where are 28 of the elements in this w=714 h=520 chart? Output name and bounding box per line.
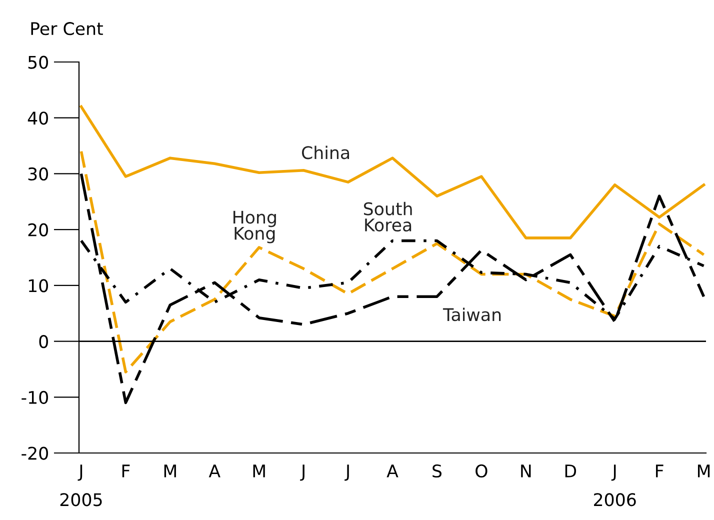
y-tick-label: -10 bbox=[22, 390, 48, 404]
x-tick-label: F bbox=[656, 464, 664, 478]
y-tick-label: 0 bbox=[39, 334, 48, 348]
x-tick-label: J 2006 bbox=[594, 464, 636, 506]
y-tick-label: 30 bbox=[28, 167, 48, 181]
series-label: China bbox=[302, 146, 350, 160]
x-tick-label: J bbox=[344, 464, 349, 481]
y-axis-title: Per Cent bbox=[31, 22, 103, 36]
x-tick-label: A bbox=[208, 464, 220, 478]
series-label: Taiwan bbox=[442, 308, 501, 322]
series-label: South Korea bbox=[364, 202, 412, 232]
x-tick-label: J 2005 bbox=[60, 464, 102, 506]
series-label: Hong Kong bbox=[234, 210, 276, 244]
x-tick-label: J bbox=[300, 464, 304, 481]
y-tick-label: 40 bbox=[28, 112, 48, 125]
x-tick-label: D bbox=[565, 464, 576, 478]
x-tick-label: M bbox=[698, 464, 710, 478]
x-tick-label: A bbox=[386, 464, 398, 478]
y-tick-label: 20 bbox=[28, 223, 48, 236]
y-tick-label: 10 bbox=[28, 279, 48, 292]
x-tick-label: N bbox=[521, 464, 531, 478]
y-tick-label: 50 bbox=[28, 56, 48, 69]
x-tick-label: M bbox=[164, 464, 176, 478]
y-tick-label: -20 bbox=[22, 446, 48, 460]
x-tick-label: M bbox=[253, 464, 265, 478]
x-tick-label: S bbox=[432, 464, 442, 478]
x-tick-label: F bbox=[122, 464, 130, 478]
x-tick-label: O bbox=[476, 464, 488, 478]
